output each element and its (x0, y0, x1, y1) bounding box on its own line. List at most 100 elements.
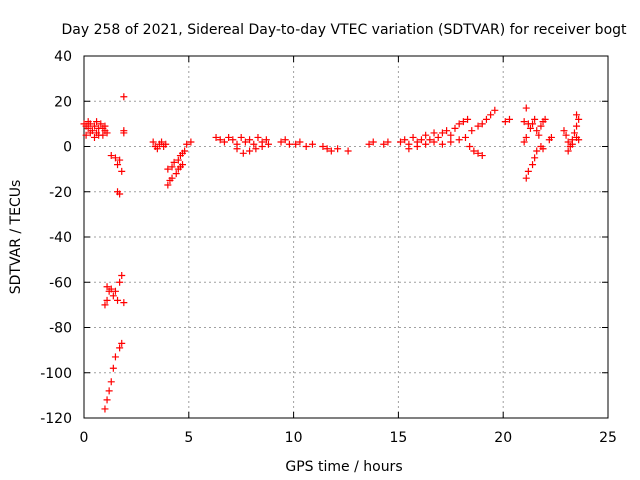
x-tick-label: 5 (184, 430, 193, 446)
data-point (158, 138, 166, 146)
data-point (562, 131, 570, 139)
data-point (474, 122, 482, 130)
data-point (162, 140, 170, 148)
data-point (107, 378, 115, 386)
data-point (384, 138, 392, 146)
data-point (212, 133, 220, 141)
data-point (82, 131, 90, 139)
data-point (120, 299, 128, 307)
data-point (181, 147, 189, 155)
data-point (396, 138, 404, 146)
data-point (466, 143, 474, 150)
data-point (468, 127, 476, 135)
data-point (539, 145, 547, 153)
data-point (120, 93, 128, 101)
x-tick-label: 10 (285, 430, 303, 446)
data-point (101, 301, 109, 309)
data-point (229, 136, 237, 144)
data-point (430, 138, 438, 146)
data-point (95, 131, 103, 139)
data-point (505, 115, 513, 123)
data-point (254, 133, 262, 141)
axis-ticks: 0 5 10 15 20 25 40 20 0 -20 -40 -60 -80 -100 -120 (40, 49, 617, 446)
data-point (114, 161, 122, 169)
data-point (97, 120, 105, 128)
data-point (327, 147, 335, 155)
data-point (183, 140, 191, 148)
data-point (111, 154, 119, 162)
data-point (531, 154, 539, 162)
data-point (459, 118, 467, 126)
data-point (225, 133, 233, 141)
data-point (120, 129, 128, 137)
data-point (109, 364, 117, 372)
data-point (285, 140, 293, 148)
data-point (474, 149, 482, 157)
data-point (323, 145, 331, 153)
data-point (409, 133, 417, 141)
data-point (237, 133, 245, 141)
data-point (252, 145, 260, 153)
x-tick-label: 20 (494, 430, 512, 446)
data-point (422, 131, 430, 139)
data-point (526, 124, 534, 132)
data-point (216, 136, 224, 144)
x-tick-label: 25 (599, 430, 617, 446)
y-tick-label: 40 (54, 49, 72, 65)
data-point (179, 161, 187, 169)
data-point (575, 115, 583, 123)
data-point (308, 140, 316, 148)
y-tick-label: -40 (49, 230, 72, 246)
x-tick-label: 15 (389, 430, 407, 446)
data-point (547, 133, 555, 141)
data-point (111, 353, 119, 361)
data-point (116, 344, 124, 352)
data-point (570, 129, 578, 137)
data-point (438, 140, 446, 148)
data-point (187, 138, 195, 146)
data-point (258, 143, 266, 150)
data-point (109, 292, 117, 300)
data-point (447, 131, 455, 139)
data-point (535, 131, 543, 139)
data-point (239, 149, 247, 157)
data-point (116, 190, 124, 198)
data-point (101, 122, 109, 130)
data-point (478, 120, 486, 128)
data-point (531, 115, 539, 123)
data-point (401, 136, 409, 144)
y-tick-label: -100 (40, 366, 72, 382)
data-point (365, 140, 373, 148)
data-point (455, 136, 463, 144)
x-axis-label: GPS time / hours (285, 459, 402, 475)
data-point (277, 138, 285, 146)
data-point (426, 136, 434, 144)
data-point (334, 145, 342, 153)
data-point (417, 136, 425, 144)
data-point (241, 138, 249, 146)
data-point (560, 127, 568, 135)
data-point (220, 138, 228, 146)
data-point (522, 174, 530, 182)
data-point (573, 122, 581, 130)
data-point (93, 118, 101, 126)
y-tick-label: -120 (40, 411, 72, 427)
data-point (478, 152, 486, 160)
data-point (103, 396, 111, 404)
data-point (487, 111, 495, 119)
y-tick-label: 0 (63, 140, 72, 156)
data-point (522, 133, 530, 141)
data-point (86, 129, 94, 137)
data-point (455, 120, 463, 128)
data-point (501, 118, 509, 126)
data-point (172, 170, 180, 178)
data-point (529, 161, 537, 169)
data-point (101, 405, 109, 413)
data-point (464, 115, 472, 123)
x-tick-label: 0 (80, 430, 89, 446)
data-point (405, 145, 413, 153)
data-point (380, 140, 388, 148)
data-point (105, 387, 113, 395)
grid (84, 56, 608, 418)
